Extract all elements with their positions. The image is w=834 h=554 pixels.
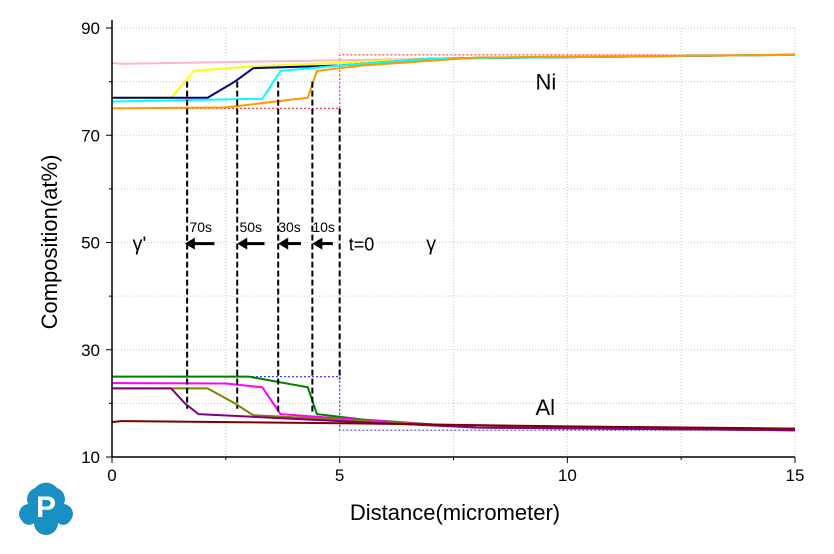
y-tick-label: 30 <box>81 341 100 360</box>
arrow-left-icon <box>312 237 323 250</box>
annotation-label: γ' <box>132 234 146 256</box>
y-axis-label: Composition(at%) <box>37 155 62 330</box>
series-line-0 <box>112 54 795 109</box>
svg-text:P: P <box>36 491 56 524</box>
x-axis-label: Distance(micrometer) <box>350 500 560 525</box>
y-tick-label: 10 <box>81 448 100 467</box>
annotation-label: γ <box>426 234 436 256</box>
series-line-10 <box>112 387 796 432</box>
annotation-label: Ni <box>535 70 556 95</box>
x-tick-label: 15 <box>786 466 805 485</box>
annotation-label: Al <box>535 395 555 420</box>
annotation-label: 30s <box>278 219 301 235</box>
annotation-label: 70s <box>189 219 212 235</box>
arrow-left-icon <box>278 237 289 250</box>
arrow-left-icon <box>237 237 248 250</box>
y-tick-label: 50 <box>81 234 100 253</box>
x-tick-label: 0 <box>107 466 116 485</box>
x-tick-label: 5 <box>335 466 344 485</box>
arrow-left-icon <box>184 237 195 250</box>
y-tick-label: 90 <box>81 19 100 38</box>
series-line-11 <box>111 420 796 430</box>
y-tick-label: 70 <box>81 126 100 145</box>
x-tick-label: 10 <box>558 466 577 485</box>
annotation-label: t=0 <box>349 235 375 255</box>
logo: P <box>19 482 73 535</box>
annotation-label: 10s <box>312 219 335 235</box>
annotation-label: 50s <box>239 219 262 235</box>
series-line-5 <box>111 53 796 110</box>
